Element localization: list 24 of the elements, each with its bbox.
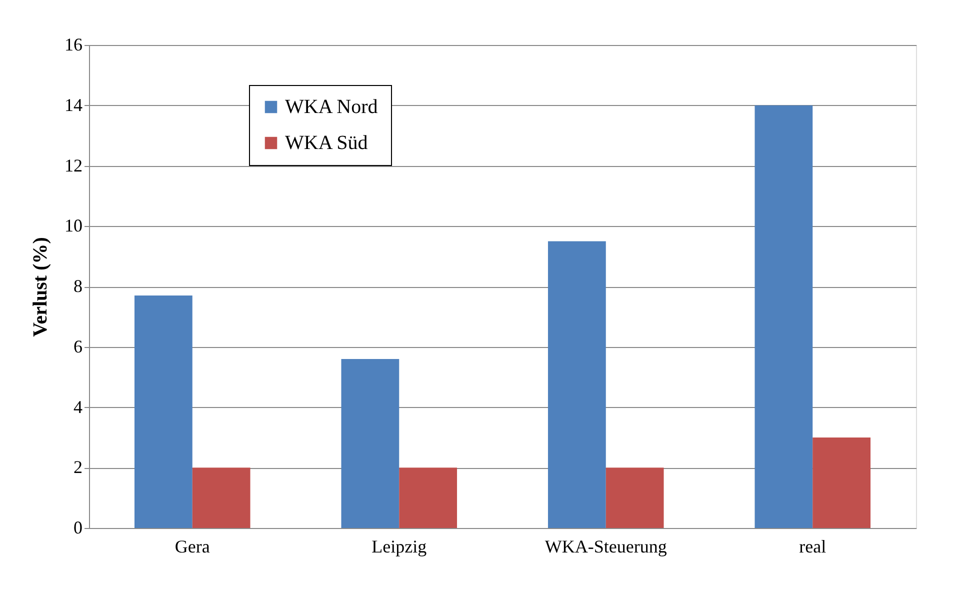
legend-label: WKA Nord [285,96,378,118]
y-tick-label: 12 [64,155,82,176]
y-tick-label: 6 [74,336,82,356]
bar [812,437,871,528]
bar [134,296,192,528]
bar [399,468,458,528]
y-tick-label: 2 [74,457,82,478]
bar [606,468,664,528]
y-tick-label: 4 [74,396,82,417]
y-axis-title: Verlust (%) [30,237,52,337]
bar [341,358,400,528]
x-tick-label: Gera [174,536,210,556]
x-tick-label: real [799,536,826,556]
y-tick-label: 14 [64,94,82,115]
y-tick-label: 8 [74,276,82,296]
y-tick-label: 10 [64,216,82,236]
bar [192,468,250,528]
bar [548,241,606,528]
y-tick-label: 0 [74,518,82,538]
bar [754,105,813,528]
legend-label: WKA Süd [285,132,368,154]
y-tick-label: 16 [64,34,82,54]
x-tick-label: Leipzig [372,536,427,556]
x-tick-label: WKA-Steuerung [544,536,667,556]
